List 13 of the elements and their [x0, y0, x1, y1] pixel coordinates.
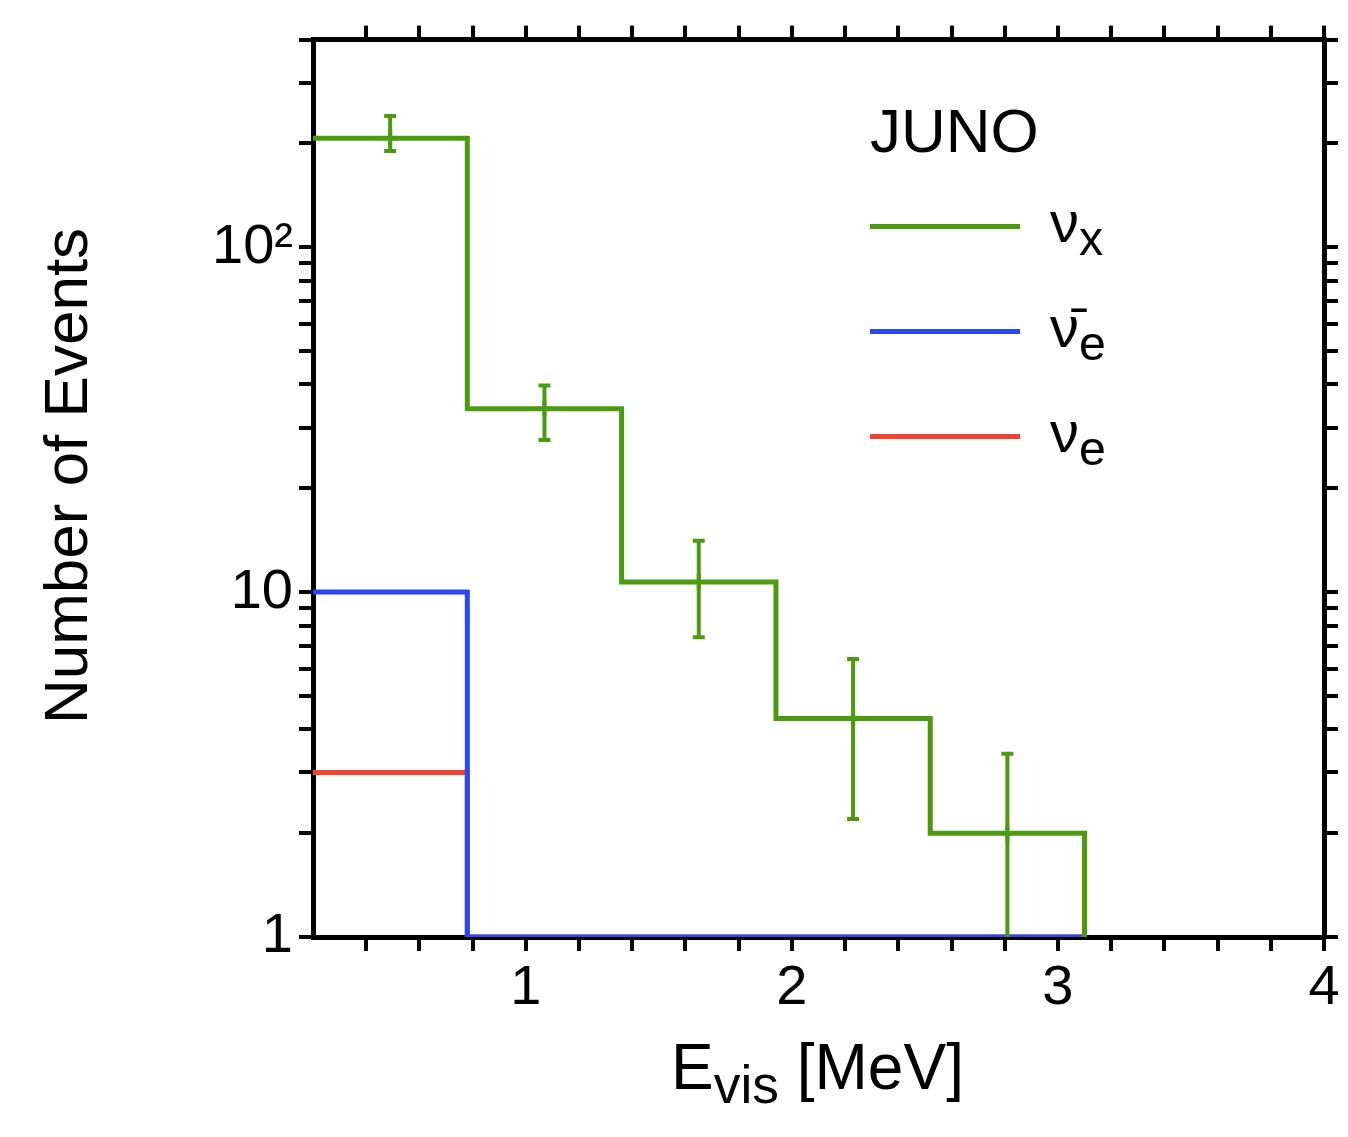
y-axis-title: Number of Events — [29, 227, 101, 725]
y-tick-label: 10 — [230, 556, 293, 620]
legend-label: ν$_{e}$ — [1050, 397, 1106, 476]
x-tick-label: 4 — [1308, 953, 1340, 1017]
y-tick-label: 10² — [212, 211, 293, 275]
legend-label: ν$_{x}$ — [1050, 187, 1104, 266]
legend-title: JUNO — [870, 95, 1040, 166]
x-tick-label: 3 — [1042, 953, 1074, 1017]
x-tick-label: 2 — [776, 953, 808, 1017]
y-tick-label: 1 — [261, 901, 293, 965]
legend-label: ν̄$_{e}$ — [1050, 292, 1106, 371]
x-tick-label: 1 — [510, 953, 542, 1017]
x-axis-title: E$_{vis}$ [MeV] — [670, 1030, 965, 1115]
